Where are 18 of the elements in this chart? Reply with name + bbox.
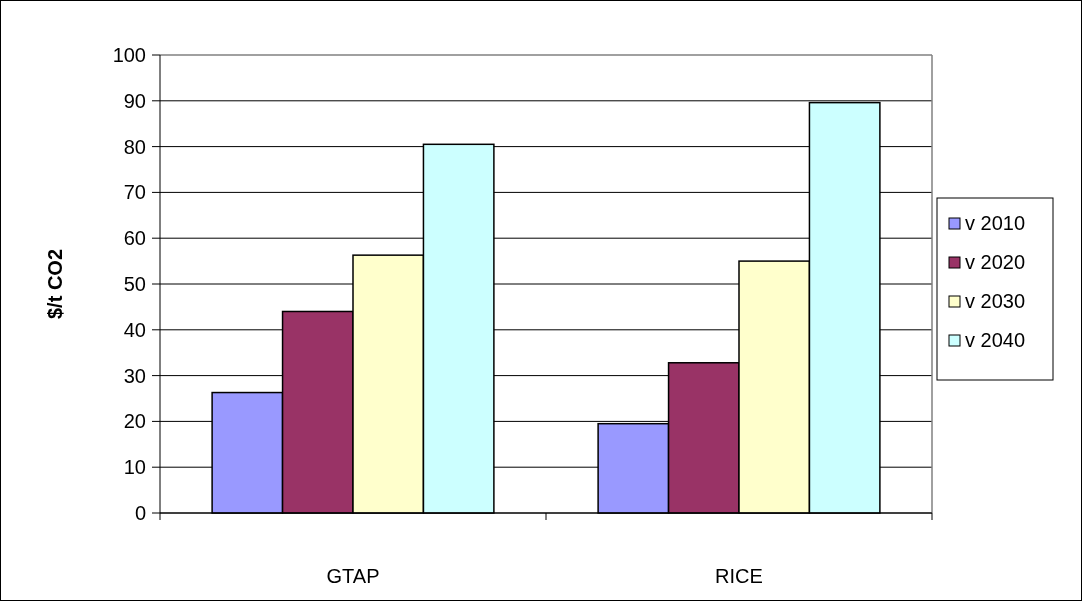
y-tick-label: 50 [123, 273, 146, 295]
y-tick-label: 10 [123, 456, 146, 479]
y-tick-label: 60 [123, 227, 146, 250]
y-tick-label: 30 [123, 364, 146, 387]
y-tick-label: 100 [112, 44, 146, 66]
legend-label: v 2020 [965, 251, 1026, 273]
x-tick-label: GTAP [326, 565, 380, 587]
y-tick-label: 70 [123, 181, 146, 204]
legend-label: v 2030 [965, 290, 1026, 312]
legend-label: v 2040 [965, 329, 1026, 351]
y-tick-label: 40 [123, 318, 146, 341]
legend-label: v 2010 [965, 212, 1026, 234]
y-axis-title: $/t CO2 [44, 248, 66, 320]
x-tick-label: RICE [715, 565, 763, 587]
y-tick-label: 90 [123, 89, 146, 112]
y-tick-label: 20 [123, 410, 146, 433]
y-tick-label: 80 [123, 135, 146, 158]
y-tick-label: 0 [134, 502, 146, 524]
